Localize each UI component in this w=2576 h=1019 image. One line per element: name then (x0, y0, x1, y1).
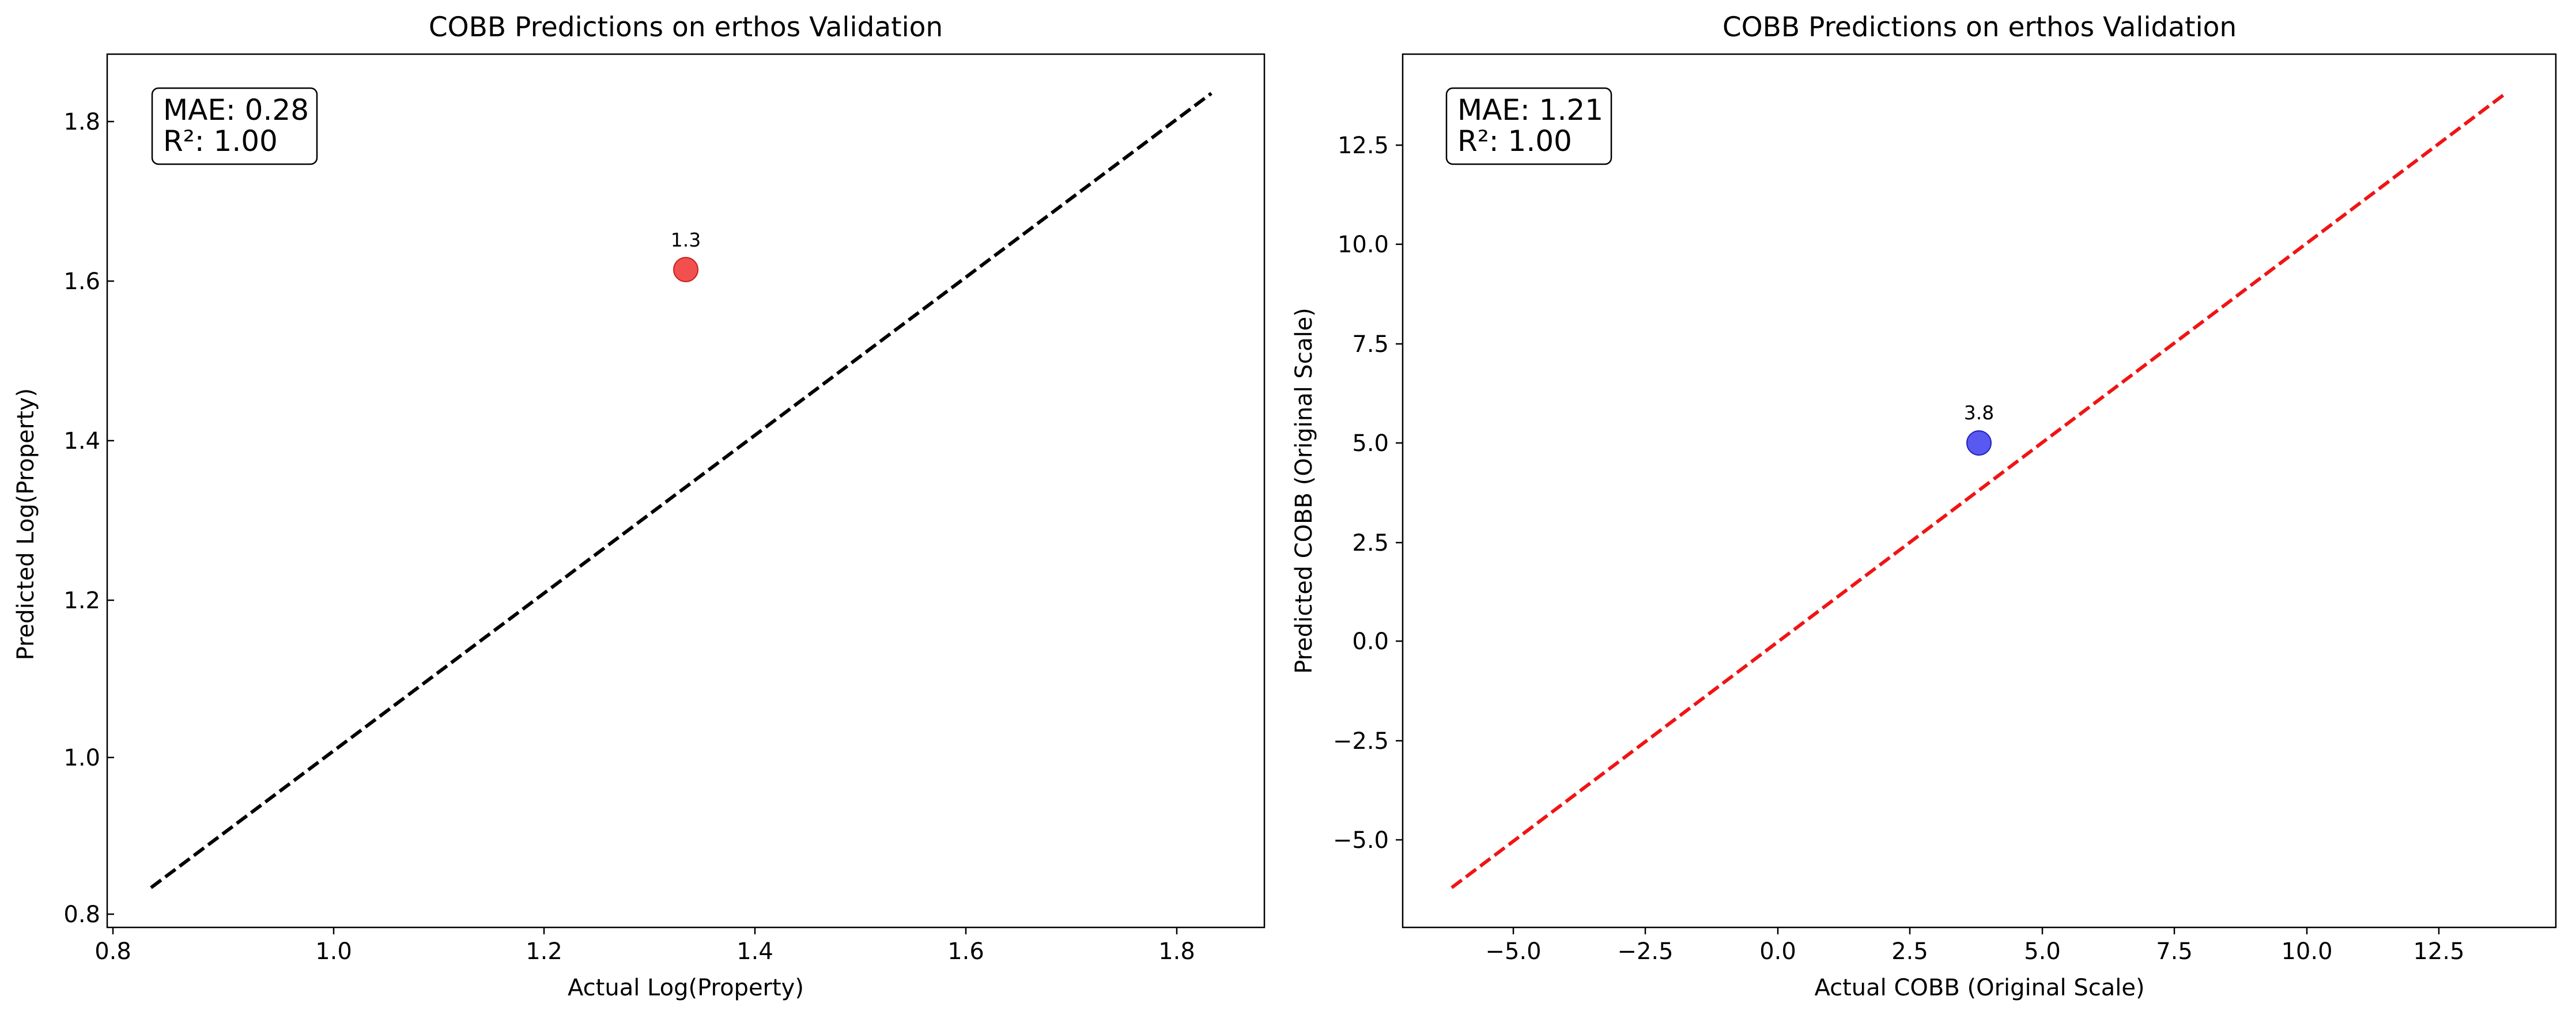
left-y-tick: 1.8 (63, 109, 114, 135)
right-x-tick: 2.5 (1891, 927, 1928, 965)
left-r2-text: R²: 1.00 (163, 124, 278, 158)
right-x-tick-label: 7.5 (2156, 938, 2193, 965)
left-y-tick-label: 1.4 (63, 428, 100, 454)
right-y-tick-label: 2.5 (1352, 530, 1389, 556)
right-reference-line (1451, 92, 2507, 889)
right-x-tick: 12.5 (2413, 927, 2465, 965)
left-y-tick-label: 1.8 (63, 109, 100, 135)
right-y-tick: 2.5 (1352, 530, 1403, 556)
right-x-tick-label: 0.0 (1759, 938, 1796, 965)
right-stats-box: MAE: 1.21 R²: 1.00 (1445, 87, 1612, 165)
right-data-point (1966, 430, 1992, 456)
left-y-axis-label: Predicted Log(Property) (13, 388, 39, 660)
left-mae-text: MAE: 0.28 (163, 93, 309, 127)
right-x-tick-label: −2.5 (1617, 938, 1673, 965)
left-x-axis-label: Actual Log(Property) (568, 975, 804, 1001)
right-y-axis-label: Predicted COBB (Original Scale) (1291, 308, 1317, 674)
right-x-tick: 10.0 (2281, 927, 2333, 965)
right-r2-text: R²: 1.00 (1457, 124, 1572, 158)
right-y-ticks: −5.0 −2.5 0.0 2.5 5.0 7.5 10.0 12.5 (1333, 132, 1403, 854)
left-x-tick-label: 0.8 (95, 938, 131, 965)
left-y-tick: 1.0 (63, 745, 114, 771)
left-y-tick-label: 1.2 (63, 588, 100, 614)
left-x-ticks: 0.8 1.0 1.2 1.4 1.6 1.8 (95, 927, 1195, 965)
left-data-point (673, 257, 698, 282)
left-chart-title: COBB Predictions on erthos Validation (429, 12, 943, 43)
right-x-tick: 0.0 (1759, 927, 1796, 965)
right-chart-title: COBB Predictions on erthos Validation (1723, 12, 2237, 43)
left-y-ticks: 0.8 1.0 1.2 1.4 1.6 1.8 (63, 109, 114, 928)
right-x-tick: 5.0 (2024, 927, 2061, 965)
right-y-tick: −2.5 (1333, 728, 1403, 755)
right-y-tick-label: 7.5 (1352, 331, 1389, 358)
right-x-ticks: −5.0 −2.5 0.0 2.5 5.0 7.5 10.0 12.5 (1485, 927, 2465, 965)
right-chart: COBB Predictions on erthos Validation −5… (1291, 12, 2557, 1001)
right-plot-frame (1402, 53, 2557, 929)
left-y-tick: 1.4 (63, 428, 114, 454)
right-y-tick: 5.0 (1352, 430, 1403, 457)
right-y-tick-label: 0.0 (1352, 628, 1389, 655)
right-y-tick-label: −5.0 (1333, 827, 1389, 854)
right-y-tick: 0.0 (1352, 628, 1403, 655)
right-y-tick: −5.0 (1333, 827, 1403, 854)
right-x-tick-label: 5.0 (2024, 938, 2061, 965)
right-data-point-label: 3.8 (1964, 401, 1994, 424)
right-x-tick-label: 10.0 (2281, 938, 2332, 965)
right-mae-text: MAE: 1.21 (1457, 93, 1603, 127)
left-x-tick-label: 1.6 (947, 938, 984, 965)
left-stats-box: MAE: 0.28 R²: 1.00 (151, 87, 318, 165)
left-y-tick: 1.2 (63, 588, 114, 614)
right-y-tick-label: 10.0 (1338, 232, 1389, 258)
right-x-tick: −2.5 (1617, 927, 1674, 965)
left-data-point-label: 1.3 (671, 229, 701, 251)
right-y-tick-label: 5.0 (1352, 430, 1389, 457)
left-chart: COBB Predictions on erthos Validation 0.… (13, 12, 1266, 1001)
left-x-tick: 1.8 (1158, 927, 1195, 965)
left-plot-frame (106, 53, 1266, 929)
left-x-tick: 1.2 (526, 927, 562, 965)
left-x-tick-label: 1.4 (736, 938, 773, 965)
right-x-tick-label: 2.5 (1891, 938, 1928, 965)
left-y-tick-label: 0.8 (63, 901, 100, 928)
left-x-tick-label: 1.8 (1158, 938, 1195, 965)
left-y-tick: 0.8 (63, 901, 114, 928)
right-y-tick: 10.0 (1338, 232, 1403, 258)
left-x-tick: 0.8 (95, 927, 131, 965)
right-x-tick-label: 12.5 (2413, 938, 2464, 965)
right-x-tick: 7.5 (2156, 927, 2193, 965)
left-reference-line (150, 92, 1213, 889)
right-y-tick: 12.5 (1338, 132, 1403, 159)
right-x-tick-label: −5.0 (1485, 938, 1541, 965)
left-x-tick-label: 1.2 (526, 938, 562, 965)
left-y-tick: 1.6 (63, 268, 114, 295)
left-x-tick: 1.6 (947, 927, 984, 965)
left-y-tick-label: 1.6 (63, 268, 100, 295)
right-y-tick-label: −2.5 (1333, 728, 1389, 755)
left-x-tick: 1.0 (315, 927, 352, 965)
right-x-tick: −5.0 (1485, 927, 1542, 965)
left-y-tick-label: 1.0 (63, 745, 100, 771)
left-x-tick: 1.4 (736, 927, 773, 965)
right-x-axis-label: Actual COBB (Original Scale) (1814, 975, 2144, 1001)
left-x-tick-label: 1.0 (315, 938, 352, 965)
right-y-tick-label: 12.5 (1338, 132, 1389, 159)
right-y-tick: 7.5 (1352, 331, 1403, 358)
